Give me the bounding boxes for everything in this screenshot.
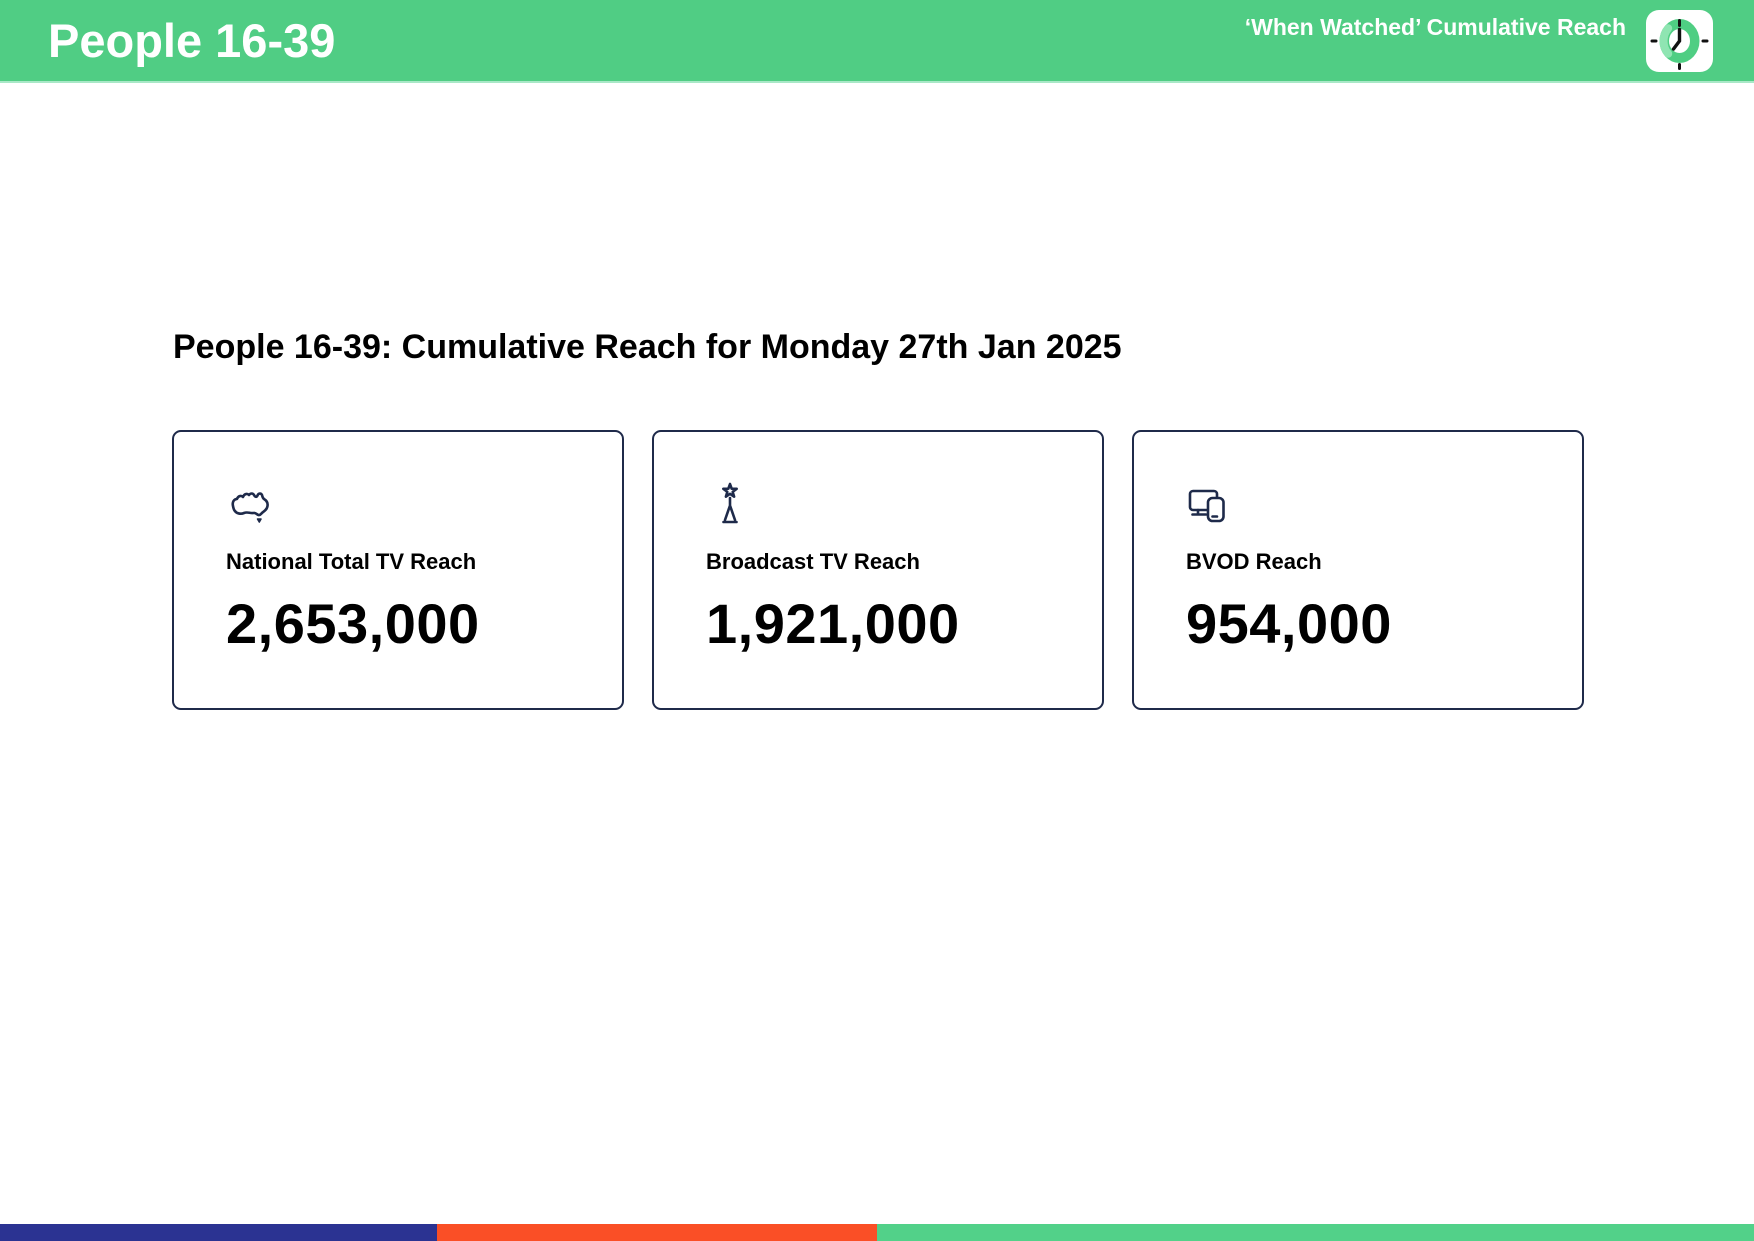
tv-phone-devices-icon [1186, 482, 1234, 530]
card-value: 1,921,000 [706, 591, 960, 655]
footer-segment-green [876, 1224, 1754, 1241]
clock-logo-icon [1646, 9, 1713, 72]
page-title: People 16-39 [48, 14, 336, 67]
card-label: Broadcast TV Reach [706, 548, 920, 574]
header-subtitle: ‘When Watched’ Cumulative Reach [1244, 14, 1626, 40]
header-right-group: ‘When Watched’ Cumulative Reach [1245, 0, 1713, 81]
header-bar: People 16-39 ‘When Watched’ Cumulative R… [0, 0, 1754, 83]
kpi-cards-row: National Total TV Reach 2,653,000 Broadc… [172, 429, 1754, 710]
card-value: 954,000 [1186, 591, 1392, 655]
card-bvod-reach: BVOD Reach 954,000 [1132, 429, 1584, 710]
card-national-total-tv-reach: National Total TV Reach 2,653,000 [172, 429, 624, 710]
footer-segment-orange [436, 1224, 877, 1241]
card-label: BVOD Reach [1186, 548, 1322, 574]
broadcast-tower-icon [706, 482, 754, 530]
card-value: 2,653,000 [226, 591, 480, 655]
card-broadcast-tv-reach: Broadcast TV Reach 1,921,000 [652, 429, 1104, 710]
footer-segment-blue [0, 1224, 437, 1241]
australia-map-icon [226, 482, 274, 530]
card-label: National Total TV Reach [226, 548, 477, 574]
footer-color-bar [0, 1224, 1754, 1241]
section-heading: People 16-39: Cumulative Reach for Monda… [173, 328, 1122, 366]
